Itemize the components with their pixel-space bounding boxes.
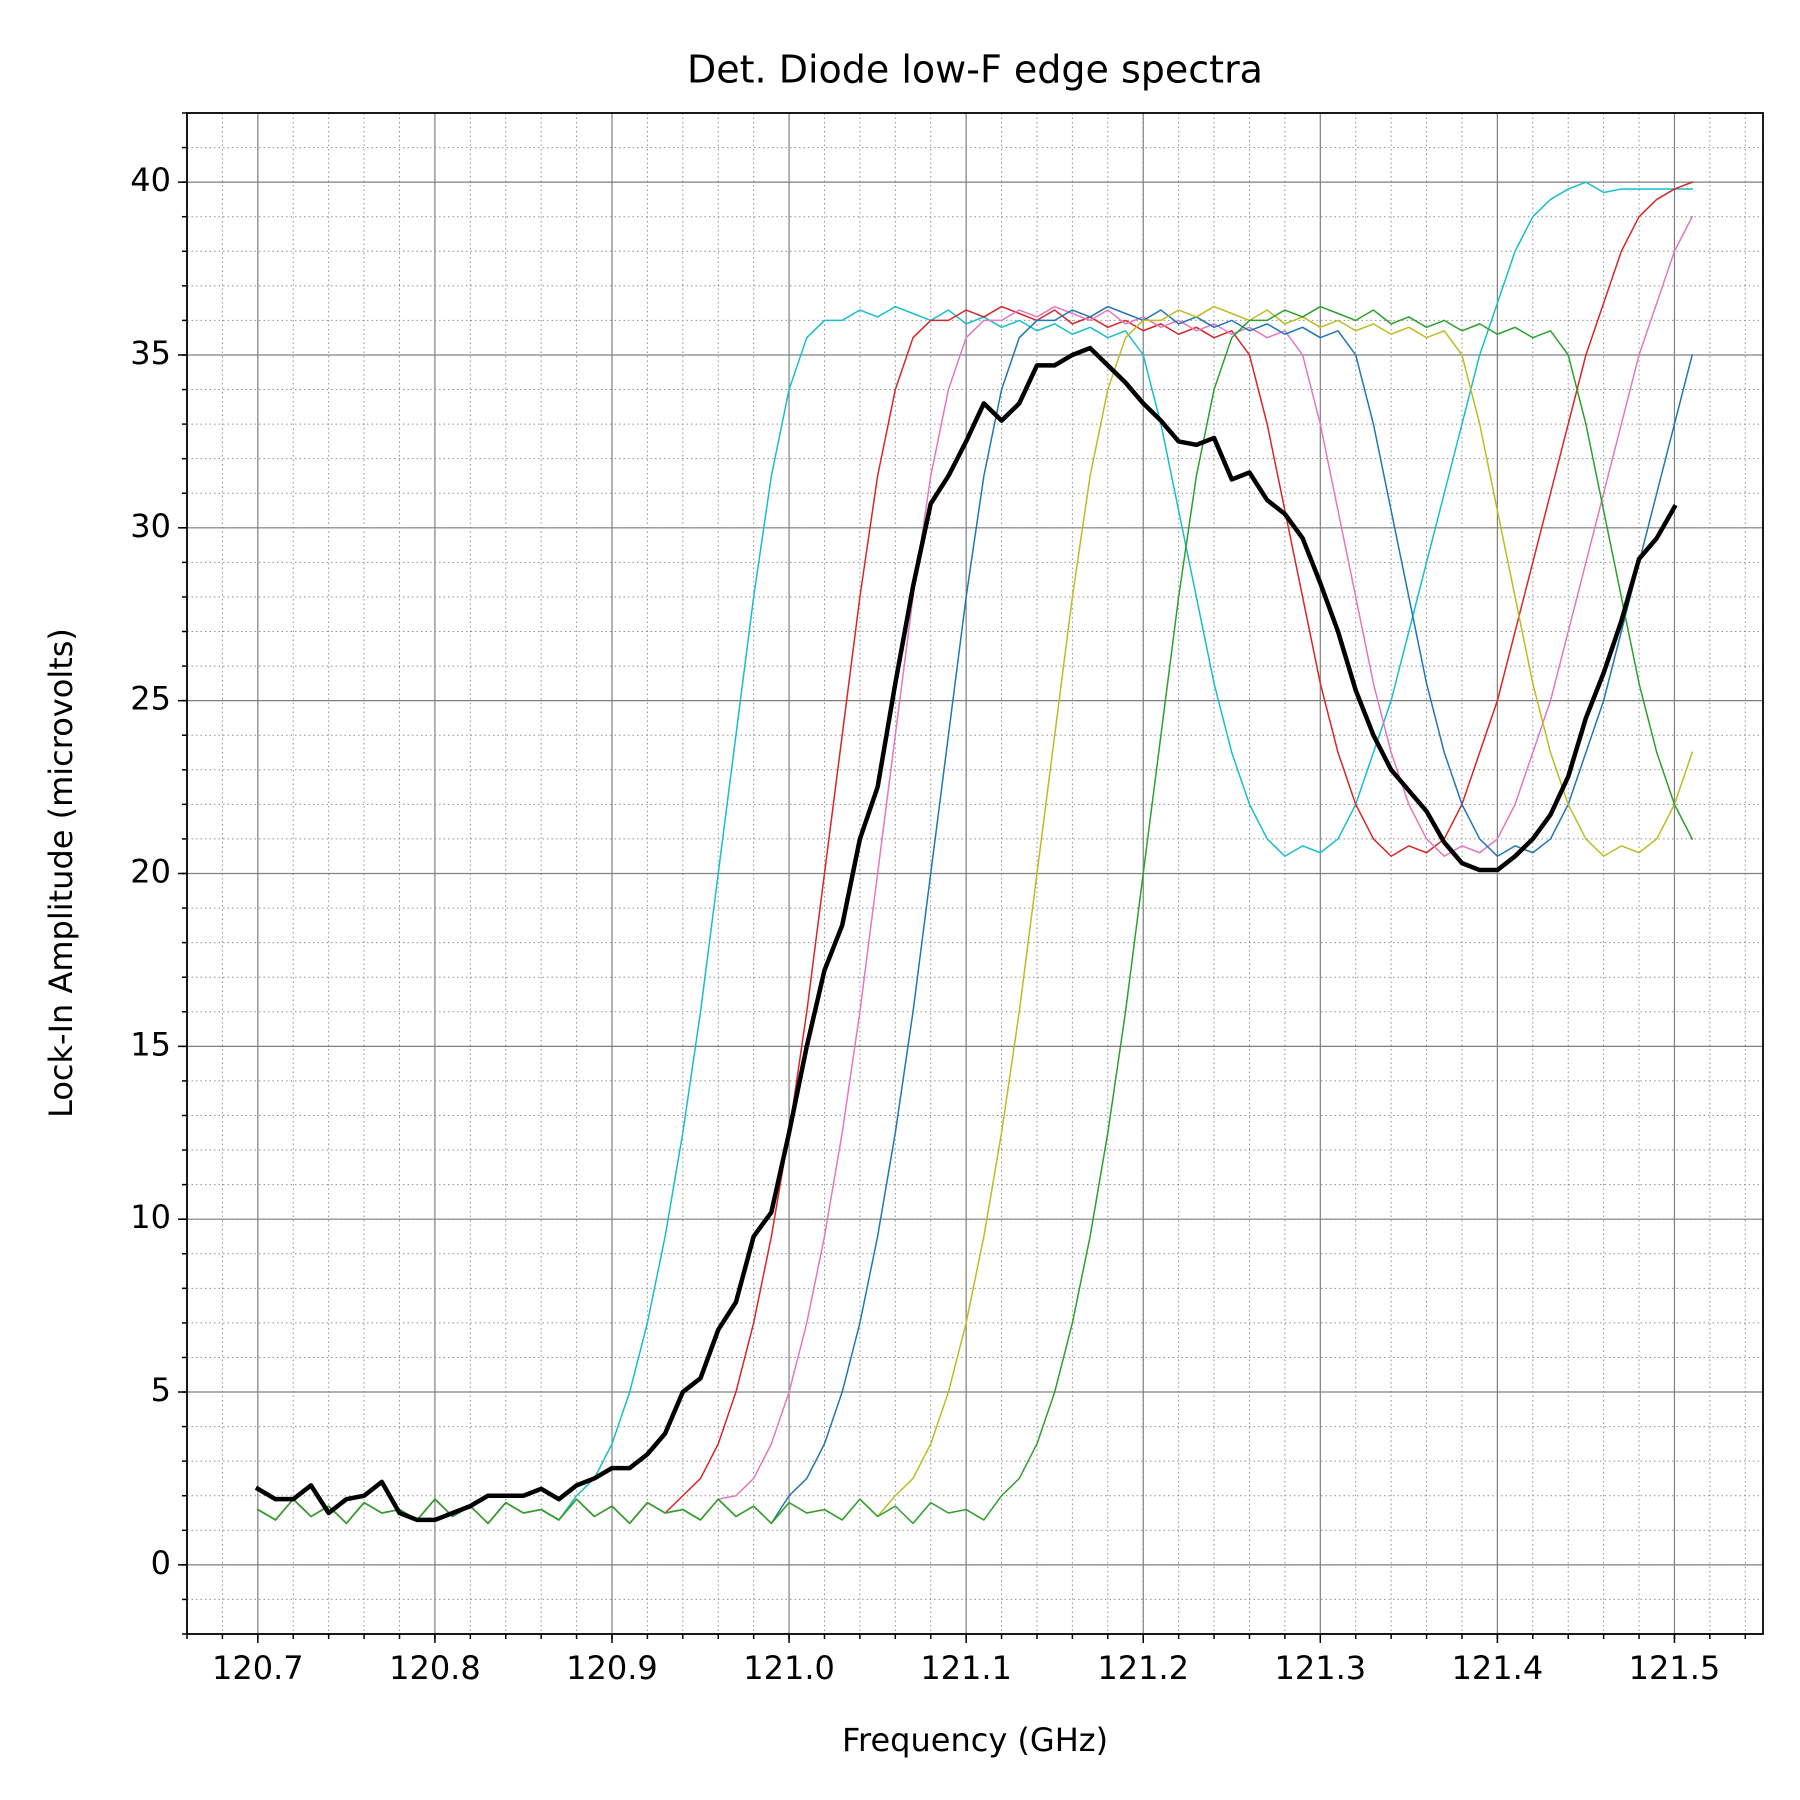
y-tick-label: 20 [130,853,171,891]
y-tick-label: 35 [130,334,171,372]
x-tick-label: 121.1 [920,1649,1012,1687]
data-line [256,305,1694,1525]
chart-title: Det. Diode low-F edge spectra [687,48,1263,92]
x-tick-label: 121.4 [1452,1649,1544,1687]
x-tick-label: 120.7 [212,1649,304,1687]
y-tick-label: 30 [130,507,171,545]
x-tick-label: 120.9 [566,1649,658,1687]
x-axis-label: Frequency (GHz) [842,1721,1108,1759]
x-tick-label: 121.5 [1629,1649,1721,1687]
line-layer [254,181,1694,1525]
y-tick-label: 25 [130,680,171,718]
x-tick-label: 121.2 [1097,1649,1189,1687]
x-tick-label: 121.3 [1274,1649,1366,1687]
data-line [254,345,1678,1523]
x-tick-label: 120.8 [389,1649,481,1687]
y-tick-label: 10 [130,1198,171,1236]
y-tick-label: 0 [151,1544,171,1582]
y-tick-label: 40 [130,161,171,199]
y-axis-label: Lock-In Amplitude (microvolts) [42,628,80,1118]
y-tick-label: 15 [130,1025,171,1063]
y-tick-label: 5 [151,1371,171,1409]
x-tick-label: 121.0 [743,1649,835,1687]
